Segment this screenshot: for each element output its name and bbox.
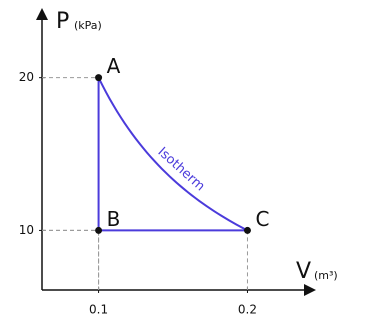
point-label: C bbox=[255, 207, 269, 231]
point-label: A bbox=[107, 54, 121, 78]
state-point bbox=[95, 74, 103, 82]
y-axis-unit: (kPa) bbox=[74, 19, 102, 32]
x-tick-label: 0.2 bbox=[238, 303, 257, 317]
state-point bbox=[95, 226, 103, 234]
state-point bbox=[243, 226, 251, 234]
x-axis-unit: (m³) bbox=[314, 269, 338, 282]
x-axis-label: V bbox=[296, 259, 311, 284]
y-tick-label: 20 bbox=[19, 70, 34, 84]
isotherm-curve bbox=[97, 77, 248, 232]
x-tick-label: 0.1 bbox=[89, 303, 108, 317]
y-tick-label: 10 bbox=[19, 223, 34, 237]
y-axis-label: P bbox=[56, 9, 69, 34]
point-label: B bbox=[107, 207, 121, 231]
